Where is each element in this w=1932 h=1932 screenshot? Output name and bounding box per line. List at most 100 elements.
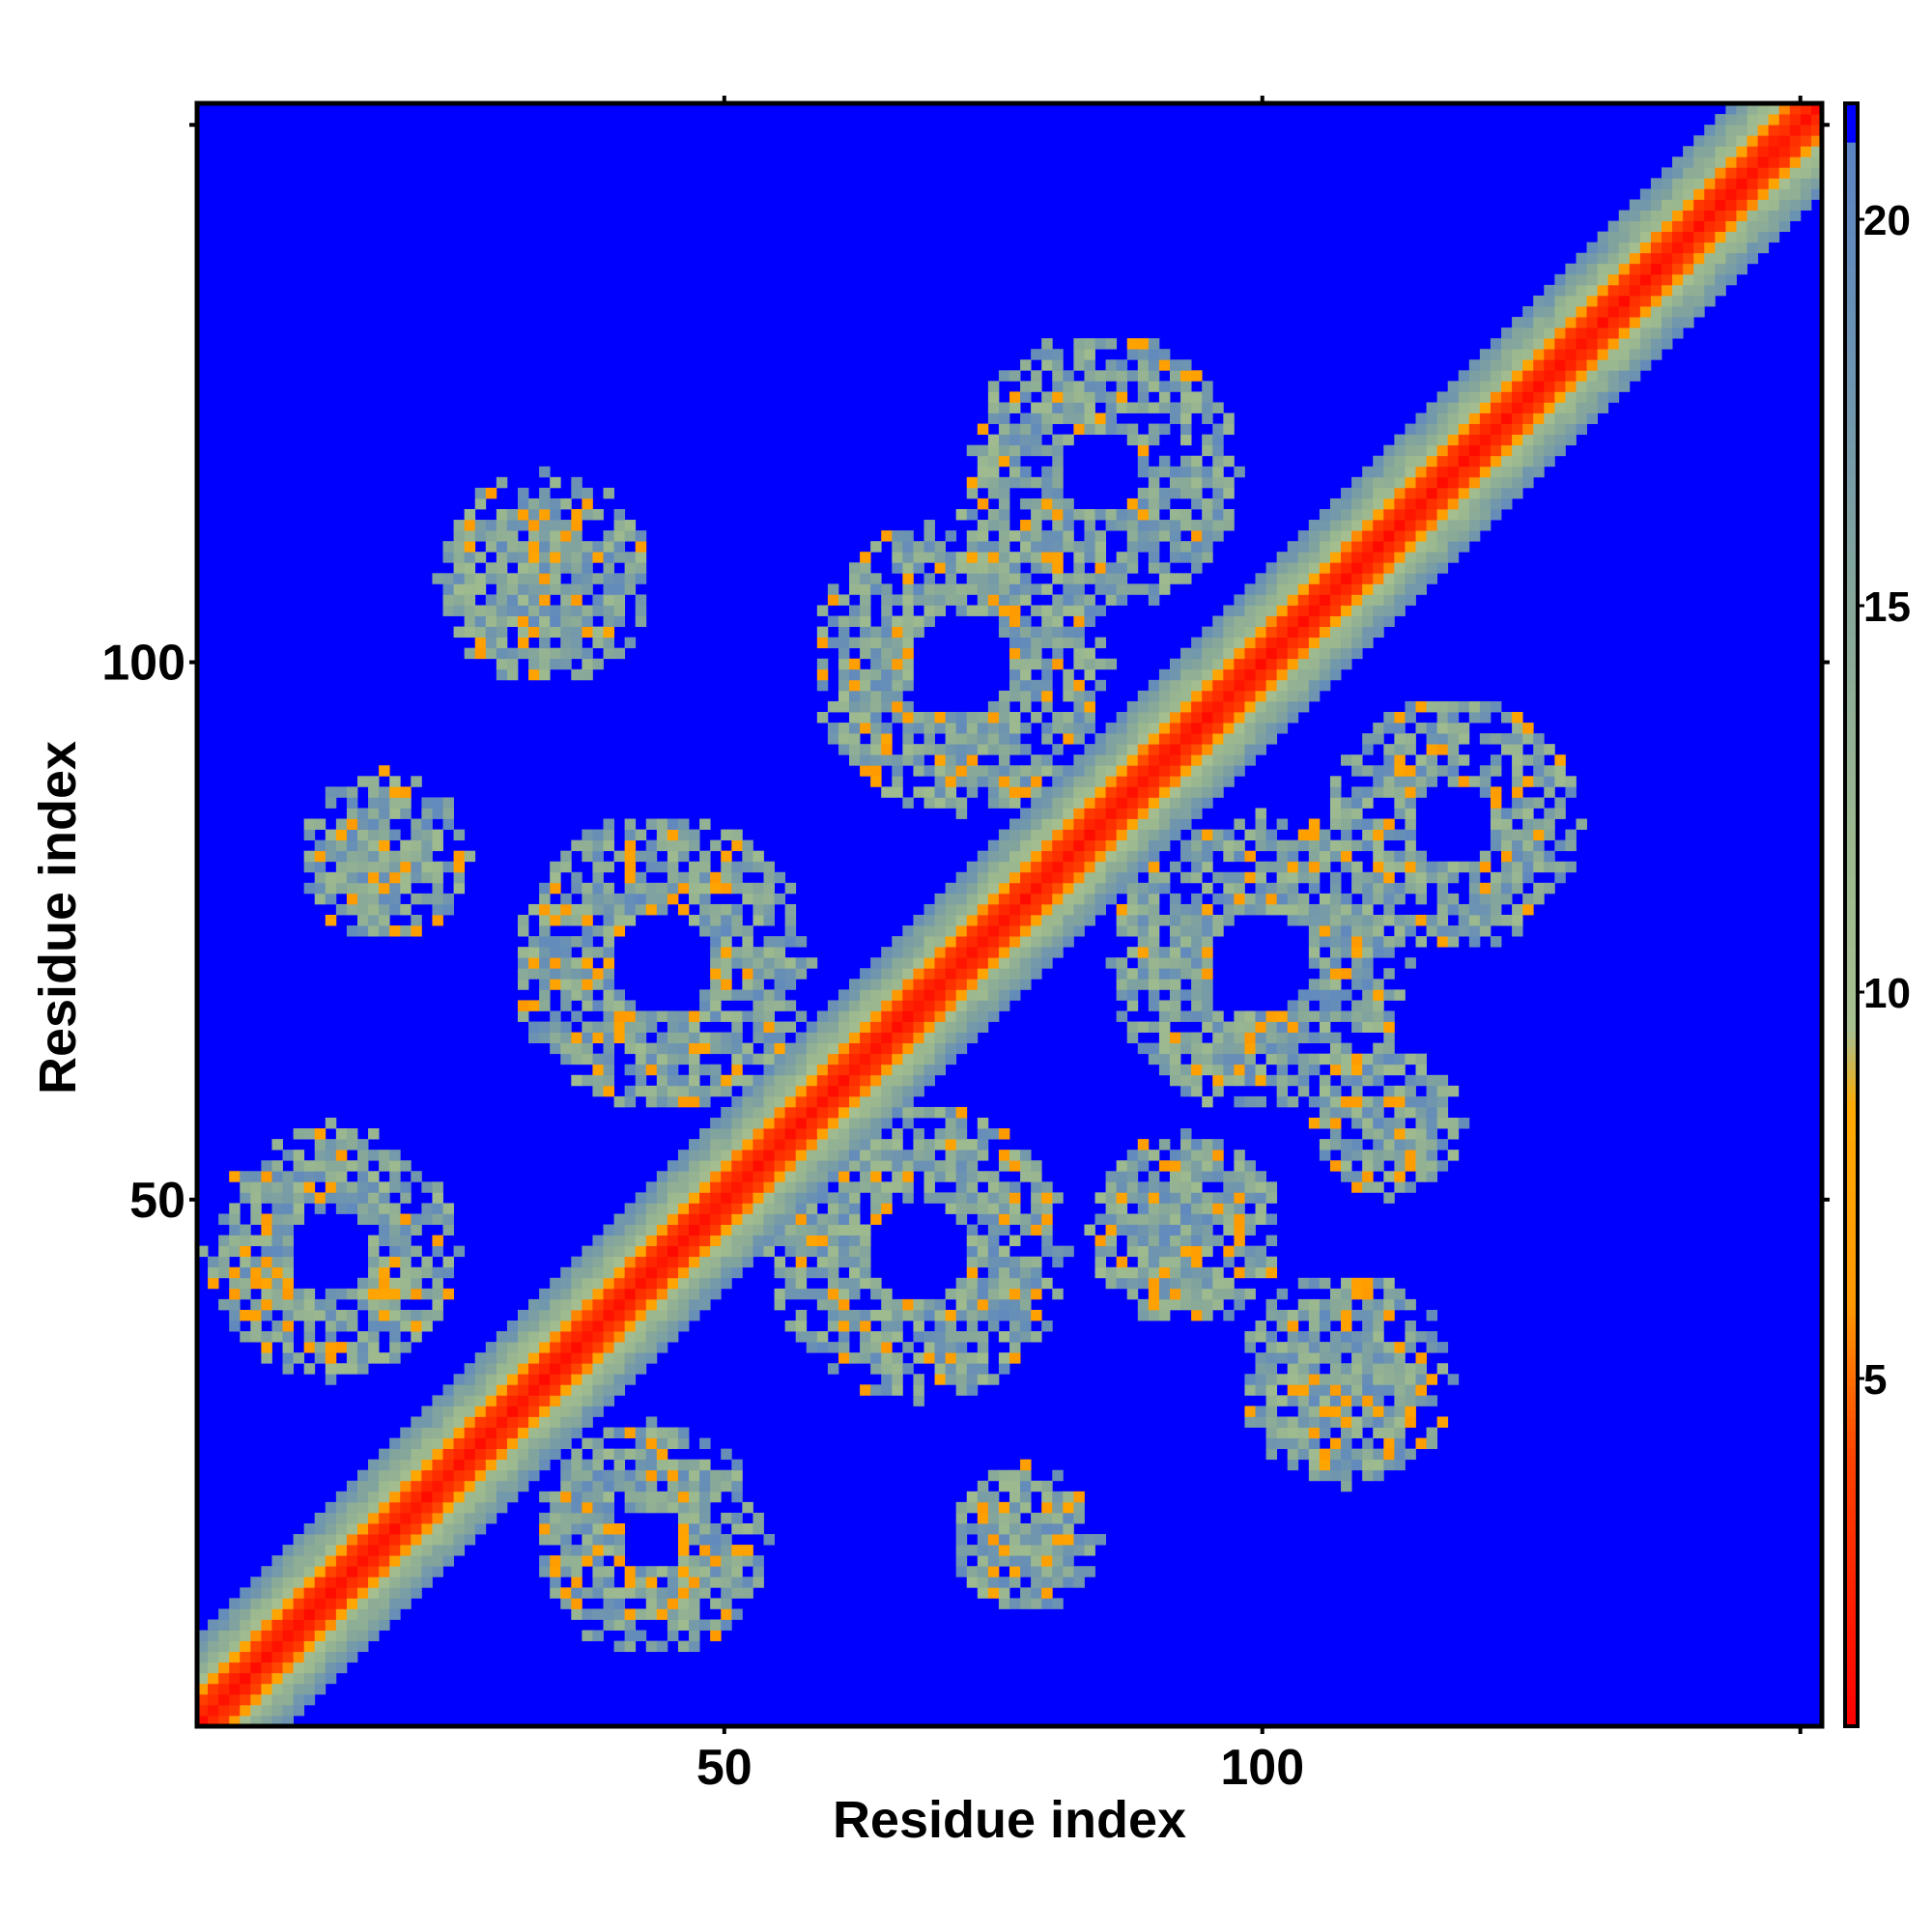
heatmap-cell <box>389 1501 401 1514</box>
heatmap-cell <box>1073 1545 1085 1556</box>
heatmap-cell <box>1308 1384 1321 1396</box>
heatmap-cell <box>613 509 626 521</box>
heatmap-cell <box>314 893 327 905</box>
heatmap-cell <box>795 1128 808 1140</box>
heatmap-cell <box>571 1374 582 1385</box>
heatmap-cell <box>1265 1437 1278 1450</box>
heatmap-cell <box>442 552 454 563</box>
heatmap-cell <box>1319 615 1331 627</box>
heatmap-cell <box>506 1459 519 1471</box>
heatmap-cell <box>1191 455 1203 468</box>
heatmap-cell <box>998 1587 1010 1599</box>
heatmap-cell <box>816 1032 829 1044</box>
heatmap-cell <box>1020 765 1032 777</box>
heatmap-cell <box>945 979 957 990</box>
heatmap-cell <box>1297 1342 1310 1353</box>
heatmap-cell <box>379 1587 390 1599</box>
heatmap-cell <box>635 1010 647 1022</box>
heatmap-cell <box>923 1192 935 1204</box>
heatmap-cell <box>1084 903 1095 916</box>
heatmap-cell <box>582 1363 593 1375</box>
heatmap-cell <box>1308 1448 1321 1461</box>
heatmap-cell <box>1202 744 1213 755</box>
heatmap-cell <box>923 1298 935 1311</box>
heatmap-cell <box>710 1566 722 1577</box>
heatmap-cell <box>335 1309 348 1321</box>
heatmap-cell <box>1276 893 1289 905</box>
heatmap-cell <box>1255 1352 1266 1364</box>
heatmap-cell <box>1297 1053 1310 1065</box>
heatmap-cell <box>677 1459 690 1471</box>
heatmap-cell <box>560 1491 572 1503</box>
heatmap-cell <box>1137 402 1150 413</box>
heatmap-cell <box>335 1192 348 1204</box>
heatmap-cell <box>389 1150 401 1161</box>
heatmap-cell <box>335 1181 348 1193</box>
heatmap-cell <box>1094 1245 1106 1258</box>
heatmap-cell <box>742 1545 753 1556</box>
heatmap-cell <box>335 1608 348 1620</box>
heatmap-cell <box>335 1630 348 1641</box>
heatmap-cell <box>442 1459 454 1471</box>
heatmap-cell <box>656 1010 668 1022</box>
heatmap-cell <box>528 573 540 584</box>
heatmap-cell <box>582 1608 593 1620</box>
heatmap-cell <box>400 1523 412 1535</box>
heatmap-cell <box>987 1309 1000 1321</box>
heatmap-cell <box>1020 1266 1032 1279</box>
heatmap-cell <box>1308 1469 1321 1482</box>
heatmap-cell <box>966 1288 979 1300</box>
heatmap-cell <box>955 1309 968 1321</box>
heatmap-cell <box>506 1448 519 1461</box>
heatmap-cell <box>1191 1150 1203 1161</box>
heatmap-cell <box>1234 850 1245 863</box>
heatmap-cell <box>1137 583 1150 595</box>
heatmap-cell <box>977 861 989 873</box>
heatmap-cell <box>282 1224 294 1236</box>
heatmap-cell <box>699 1469 711 1482</box>
heatmap-cell <box>474 1523 487 1535</box>
heatmap-cell <box>1148 839 1160 852</box>
heatmap-cell <box>303 1619 316 1631</box>
heatmap-cell <box>560 1501 572 1514</box>
heatmap-cell <box>1126 370 1139 382</box>
heatmap-cell <box>325 1630 337 1641</box>
heatmap-cell <box>379 1598 390 1609</box>
heatmap-cell <box>1223 829 1235 841</box>
heatmap-cell <box>1148 808 1160 819</box>
heatmap-cell <box>379 1608 390 1620</box>
heatmap-cell <box>613 552 626 563</box>
heatmap-cell <box>1255 668 1266 681</box>
heatmap-cell <box>699 1491 711 1503</box>
heatmap-cell <box>335 818 348 830</box>
heatmap-cell <box>1287 1395 1299 1406</box>
heatmap-cell <box>1255 647 1266 660</box>
heatmap-cell <box>496 1342 508 1353</box>
heatmap-cell <box>517 915 529 926</box>
heatmap-cell <box>571 562 582 574</box>
heatmap-cell <box>955 979 968 990</box>
heatmap-cell <box>763 1181 775 1193</box>
heatmap-cell <box>1148 381 1160 392</box>
heatmap-cell <box>1009 712 1021 724</box>
heatmap-cell <box>603 1010 614 1022</box>
heatmap-cell <box>849 1064 861 1076</box>
heatmap-cell <box>955 1501 968 1514</box>
heatmap-cell <box>977 1150 989 1161</box>
heatmap-cell <box>442 818 454 830</box>
heatmap-cell <box>945 1171 957 1182</box>
heatmap-cell <box>368 1192 380 1204</box>
heatmap-cell <box>1052 573 1064 584</box>
heatmap-cell <box>860 1171 871 1182</box>
heatmap-cell <box>827 1032 839 1044</box>
heatmap-cell <box>603 818 614 830</box>
heatmap-cell <box>1276 573 1289 584</box>
heatmap-cell <box>677 850 690 863</box>
heatmap-cell <box>453 1395 466 1406</box>
heatmap-cell <box>506 1416 519 1428</box>
heatmap-cell <box>1116 797 1128 809</box>
heatmap-cell <box>400 1321 412 1332</box>
heatmap-cell <box>389 1213 401 1225</box>
heatmap-cell <box>860 1235 871 1247</box>
heatmap-cell <box>1031 968 1042 980</box>
